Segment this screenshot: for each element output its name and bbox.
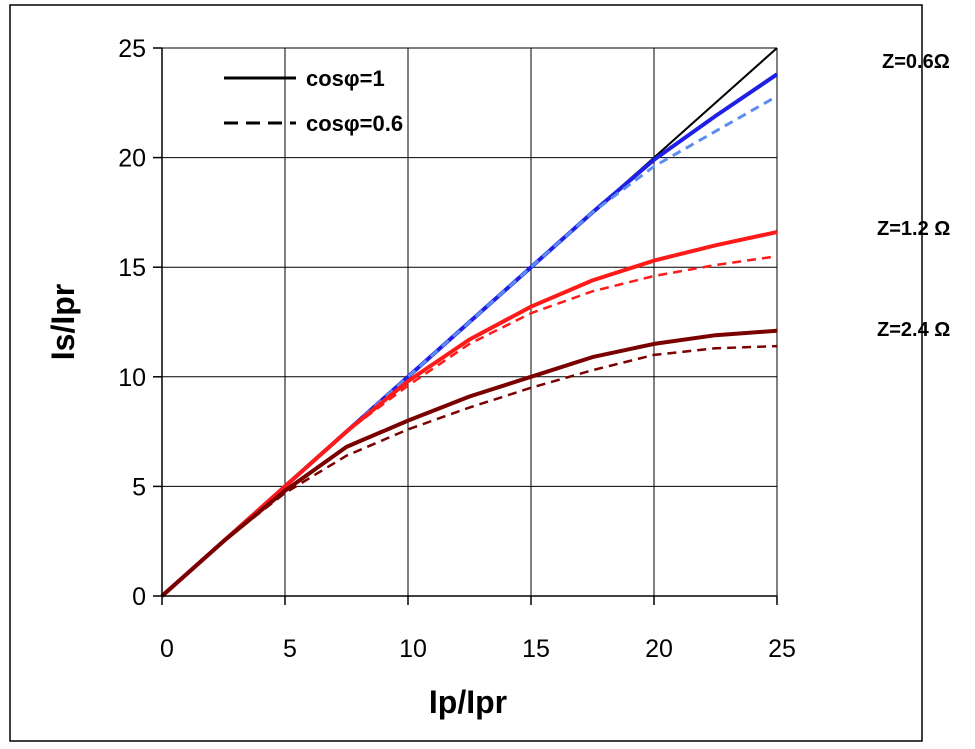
y-tick-label-3: 15 — [118, 254, 146, 282]
impedance-label-1: Z=1.2 Ω — [877, 218, 950, 240]
y-tick-label-2: 10 — [118, 364, 146, 392]
x-tick-label-5: 25 — [768, 635, 796, 663]
series-line-6 — [161, 344, 778, 597]
series-line-4 — [161, 254, 778, 597]
legend: cosφ=1 cosφ=0.6 — [224, 66, 403, 136]
x-tick-label-2: 10 — [399, 635, 427, 663]
y-tick-label-5: 25 — [118, 35, 146, 63]
legend-label-1: cosφ=0.6 — [306, 111, 403, 136]
figure-border — [9, 4, 923, 742]
impedance-label-0: Z=0.6Ω — [882, 51, 950, 73]
y-tick-label-1: 5 — [132, 473, 146, 501]
x-tick-label-3: 15 — [522, 635, 550, 663]
y-tick-label-4: 20 — [118, 145, 146, 173]
tick-labels: 0 5 10 15 20 25 0 5 10 15 20 25 — [118, 35, 796, 663]
x-tick-label-1: 5 — [283, 635, 297, 663]
x-axis-title: Ip/Ipr — [429, 684, 507, 720]
series-group — [160, 47, 779, 598]
legend-label-0: cosφ=1 — [306, 66, 385, 91]
x-tick-label-0: 0 — [160, 635, 174, 663]
series-line-2 — [161, 94, 778, 598]
y-axis-title: Is/Ipr — [45, 284, 81, 360]
x-tick-label-4: 20 — [645, 635, 673, 663]
y-tick-label-0: 0 — [132, 583, 146, 611]
impedance-labels: Z=0.6Ω Z=1.2 Ω Z=2.4 Ω — [877, 51, 950, 341]
axes — [153, 47, 778, 605]
impedance-label-2: Z=2.4 Ω — [877, 319, 950, 341]
